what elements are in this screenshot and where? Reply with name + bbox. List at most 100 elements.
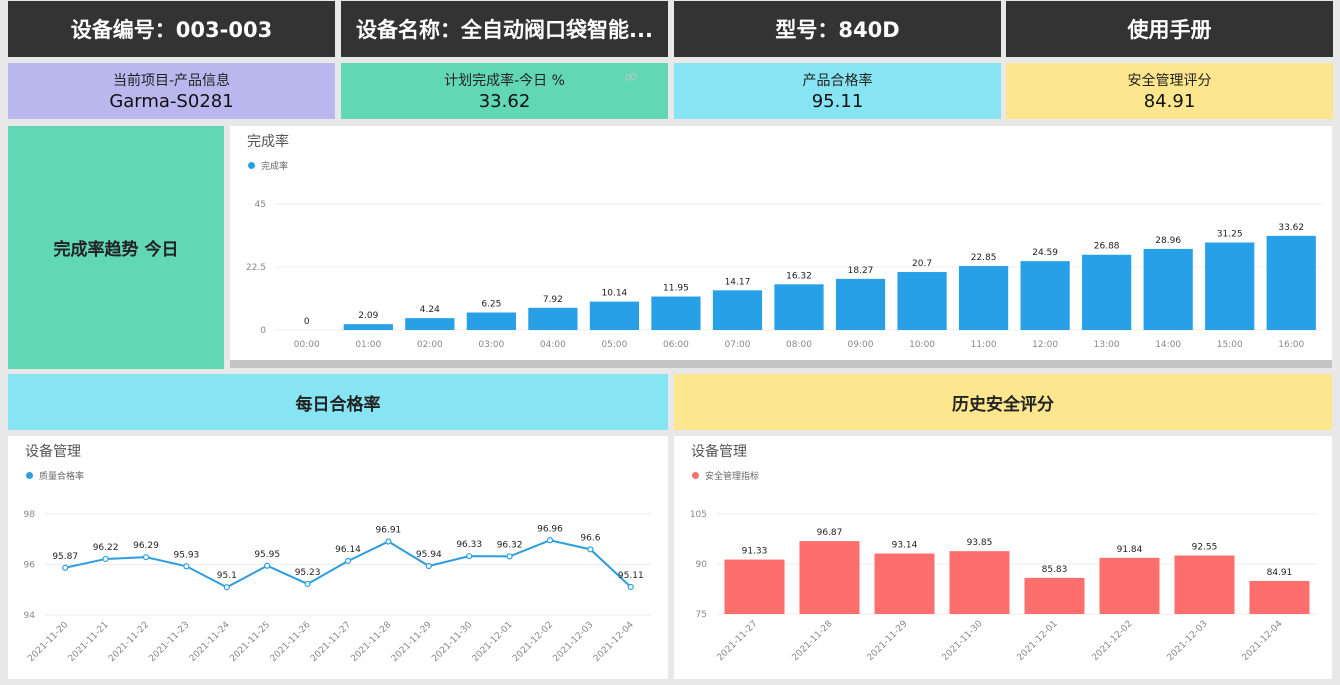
device-number-text: 设备编号：003-003 (70, 18, 273, 42)
data-label: 16.32 (786, 271, 812, 281)
x-tick-label: 16:00 (1278, 340, 1304, 350)
user-manual-button[interactable]: 使用手册 (1006, 1, 1333, 57)
legend-dot-icon (692, 472, 699, 479)
x-tick-label: 06:00 (663, 340, 689, 350)
legend-label: 完成率 (261, 162, 289, 172)
completion-kpi-label: 计划完成率-今日 % (444, 73, 565, 89)
bar (405, 318, 455, 330)
x-tick-label: 2021-12-03 (551, 620, 595, 664)
model-header: 型号：840D (674, 1, 1001, 57)
x-tick-label: 2021-11-29 (390, 620, 434, 664)
safety-chart-legend[interactable]: 安全管理指标 (692, 469, 759, 482)
x-tick-label: 2021-12-04 (592, 620, 636, 664)
x-tick-label: 2021-11-24 (188, 620, 232, 664)
pass-rate-chart-panel: 设备管理 质量合格率 94 96 98 2021-11-20 2021-11-21 202… (8, 436, 668, 679)
y-tick-label: 0 (260, 326, 266, 336)
bar (1205, 242, 1255, 330)
x-tick-label: 2021-12-01 (1016, 619, 1060, 663)
x-tick-label: 10:00 (909, 340, 935, 350)
bar (1024, 577, 1085, 614)
data-point (344, 557, 352, 565)
data-point (142, 554, 150, 561)
y-tick-label: 45 (255, 200, 266, 210)
pass-rate-chart-title: 设备管理 (25, 444, 81, 460)
x-tick-label: 08:00 (786, 340, 812, 350)
y-tick-label: 90 (696, 560, 708, 570)
data-point (425, 562, 432, 570)
data-label: 95.95 (254, 550, 280, 560)
safety-chart-panel: 设备管理 安全管理指标 75 90 105 2021-11-27 2021-11-28 2… (674, 436, 1332, 679)
data-label: 14.17 (725, 277, 751, 287)
completion-kpi-value: 33.62 (478, 91, 531, 112)
data-label: 6.25 (481, 300, 501, 310)
data-label: 84.91 (1267, 568, 1293, 578)
x-tick-label: 07:00 (725, 340, 751, 350)
x-tick-label: 2021-11-20 (26, 620, 70, 664)
pass-rate-line-chart: 9496982021-11-202021-11-212021-11-222021… (24, 510, 651, 664)
data-point (627, 583, 634, 591)
bar (799, 541, 860, 614)
data-label: 31.25 (1217, 230, 1243, 240)
legend-dot-icon (26, 472, 33, 479)
safety-bar-chart: 75 90 105 2021-11-27 2021-11-28 2021-11-29 202… (690, 510, 1317, 663)
safety-kpi-value: 84.91 (1143, 91, 1196, 112)
data-label: 93.14 (892, 541, 918, 551)
pass-rate-kpi-value: 95.11 (811, 91, 864, 112)
x-tick-label: 09:00 (848, 340, 874, 350)
data-point (506, 553, 513, 560)
x-tick-label: 2021-12-02 (511, 620, 555, 664)
bar (1143, 248, 1193, 330)
data-point (62, 564, 69, 571)
x-tick-label: 2021-12-03 (1166, 619, 1210, 663)
data-label: 96.33 (456, 540, 482, 550)
bar (1099, 557, 1160, 614)
daily-pass-title: 每日合格率 (295, 394, 381, 415)
data-label: 24.59 (1032, 248, 1058, 258)
bar (528, 307, 578, 330)
x-tick-label: 2021-11-28 (791, 619, 835, 663)
data-label: 26.88 (1094, 242, 1120, 252)
x-tick-label: 04:00 (540, 340, 566, 350)
data-label: 95.93 (174, 550, 200, 560)
bar (1266, 235, 1316, 330)
link-icon[interactable] (624, 70, 638, 88)
data-label: 96.96 (537, 524, 563, 534)
daily-pass-title-box: 每日合格率 (8, 374, 668, 430)
x-tick-label: 03:00 (478, 340, 504, 350)
data-label: 96.22 (93, 543, 119, 553)
x-tick-label: 14:00 (1155, 340, 1181, 350)
pass-rate-chart-legend[interactable]: 质量合格率 (26, 469, 84, 482)
data-point (385, 538, 392, 545)
data-label: 22.85 (971, 253, 997, 263)
y-tick-label: 94 (24, 611, 36, 621)
horizontal-scrollbar[interactable] (230, 360, 1332, 368)
data-label: 96.6 (580, 533, 600, 543)
device-name-header: 设备名称：全自动阀口袋智能... (341, 1, 668, 57)
completion-chart-legend[interactable]: 完成率 (248, 159, 288, 172)
safety-history-title-box: 历史安全评分 (674, 374, 1332, 430)
data-label: 4.24 (420, 305, 440, 315)
legend-dot-icon (248, 162, 255, 169)
data-label: 95.87 (52, 552, 78, 562)
bar (724, 559, 785, 614)
device-name-text: 设备名称：全自动阀口袋智能... (356, 18, 653, 42)
legend-label: 安全管理指标 (705, 472, 760, 482)
data-point (183, 563, 190, 570)
bar (1082, 254, 1132, 330)
x-tick-label: 15:00 (1217, 340, 1243, 350)
completion-chart-title: 完成率 (247, 134, 289, 150)
x-tick-label: 12:00 (1032, 340, 1058, 350)
x-tick-label: 02:00 (417, 340, 443, 350)
y-tick-label: 75 (696, 610, 707, 620)
x-tick-label: 2021-11-26 (269, 620, 313, 664)
safety-history-title: 历史安全评分 (952, 394, 1054, 415)
data-label: 28.96 (1155, 236, 1181, 246)
data-label: 2.09 (358, 311, 378, 321)
data-label: 96.91 (376, 526, 402, 536)
data-label: 93.85 (967, 538, 993, 548)
x-tick-label: 2021-12-02 (1091, 619, 1135, 663)
x-tick-label: 2021-11-29 (866, 619, 910, 663)
device-number-header: 设备编号：003-003 (8, 1, 335, 57)
y-tick-label: 96 (24, 561, 36, 571)
data-label: 11.95 (663, 284, 689, 294)
